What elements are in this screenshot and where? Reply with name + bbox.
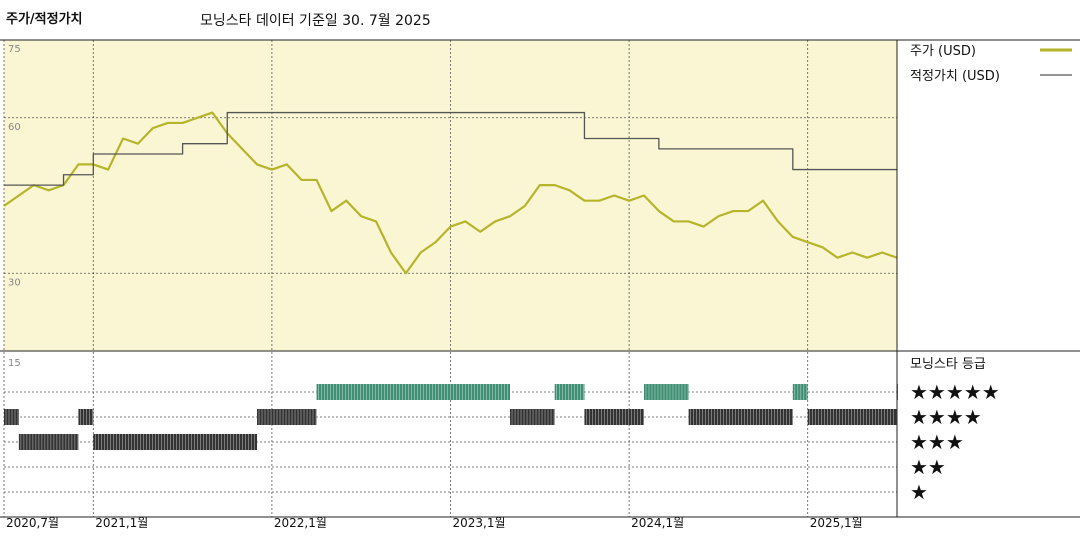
x-tick-label-2: 2022,1월 [274, 516, 327, 530]
rating-4-stars: ★★★★ [910, 405, 982, 429]
price-series-line [3, 111, 898, 275]
chart-lines [3, 111, 898, 275]
rating-1-star: ★ [910, 480, 928, 504]
legend-fair-value-label: 적정가치 (USD) [910, 69, 1000, 84]
rating-segment-10 [688, 409, 793, 425]
y-tick-label-2: 30 [8, 277, 21, 288]
x-tick-label-5: 2025,1월 [810, 516, 863, 530]
y-tick-label-0: 75 [8, 44, 21, 55]
rating-segment-5 [316, 384, 511, 400]
chart-subtitle: 모닝스타 데이터 기준일 30. 7월 2025 [200, 13, 431, 29]
legend-price-label: 주가 (USD) [910, 44, 976, 59]
rating-segment-3 [93, 434, 258, 450]
x-tick-label-4: 2024,1월 [631, 516, 684, 530]
rating-segment-1 [18, 434, 79, 450]
x-tick-label-3: 2023,1월 [453, 516, 506, 530]
rating-segment-12 [807, 409, 897, 425]
rating-5-stars: ★★★★★ [910, 380, 1000, 404]
y-tick-label-1: 60 [8, 122, 21, 133]
rating-legend-title: 모닝스타 등급 [910, 357, 986, 372]
rating-top-label: 15 [8, 358, 21, 369]
price-panel-background [4, 40, 897, 351]
x-tick-label-0: 2020,7월 [6, 516, 59, 530]
rating-3-stars: ★★★ [910, 430, 964, 454]
x-tick-label-1: 2021,1월 [95, 516, 148, 530]
rating-segment-7 [554, 384, 585, 400]
rating-bars [4, 384, 898, 450]
chart-axes: 75 60 30 2020,7월 2021,1월 2022,1월 2023,1월 2024,1… [6, 44, 863, 530]
rating-segment-8 [584, 409, 644, 425]
chart-title: 주가/적정가치 [6, 12, 83, 27]
fair-value-series-line [4, 111, 897, 186]
rating-segment-4 [257, 409, 317, 425]
rating-2-stars: ★★ [910, 455, 946, 479]
